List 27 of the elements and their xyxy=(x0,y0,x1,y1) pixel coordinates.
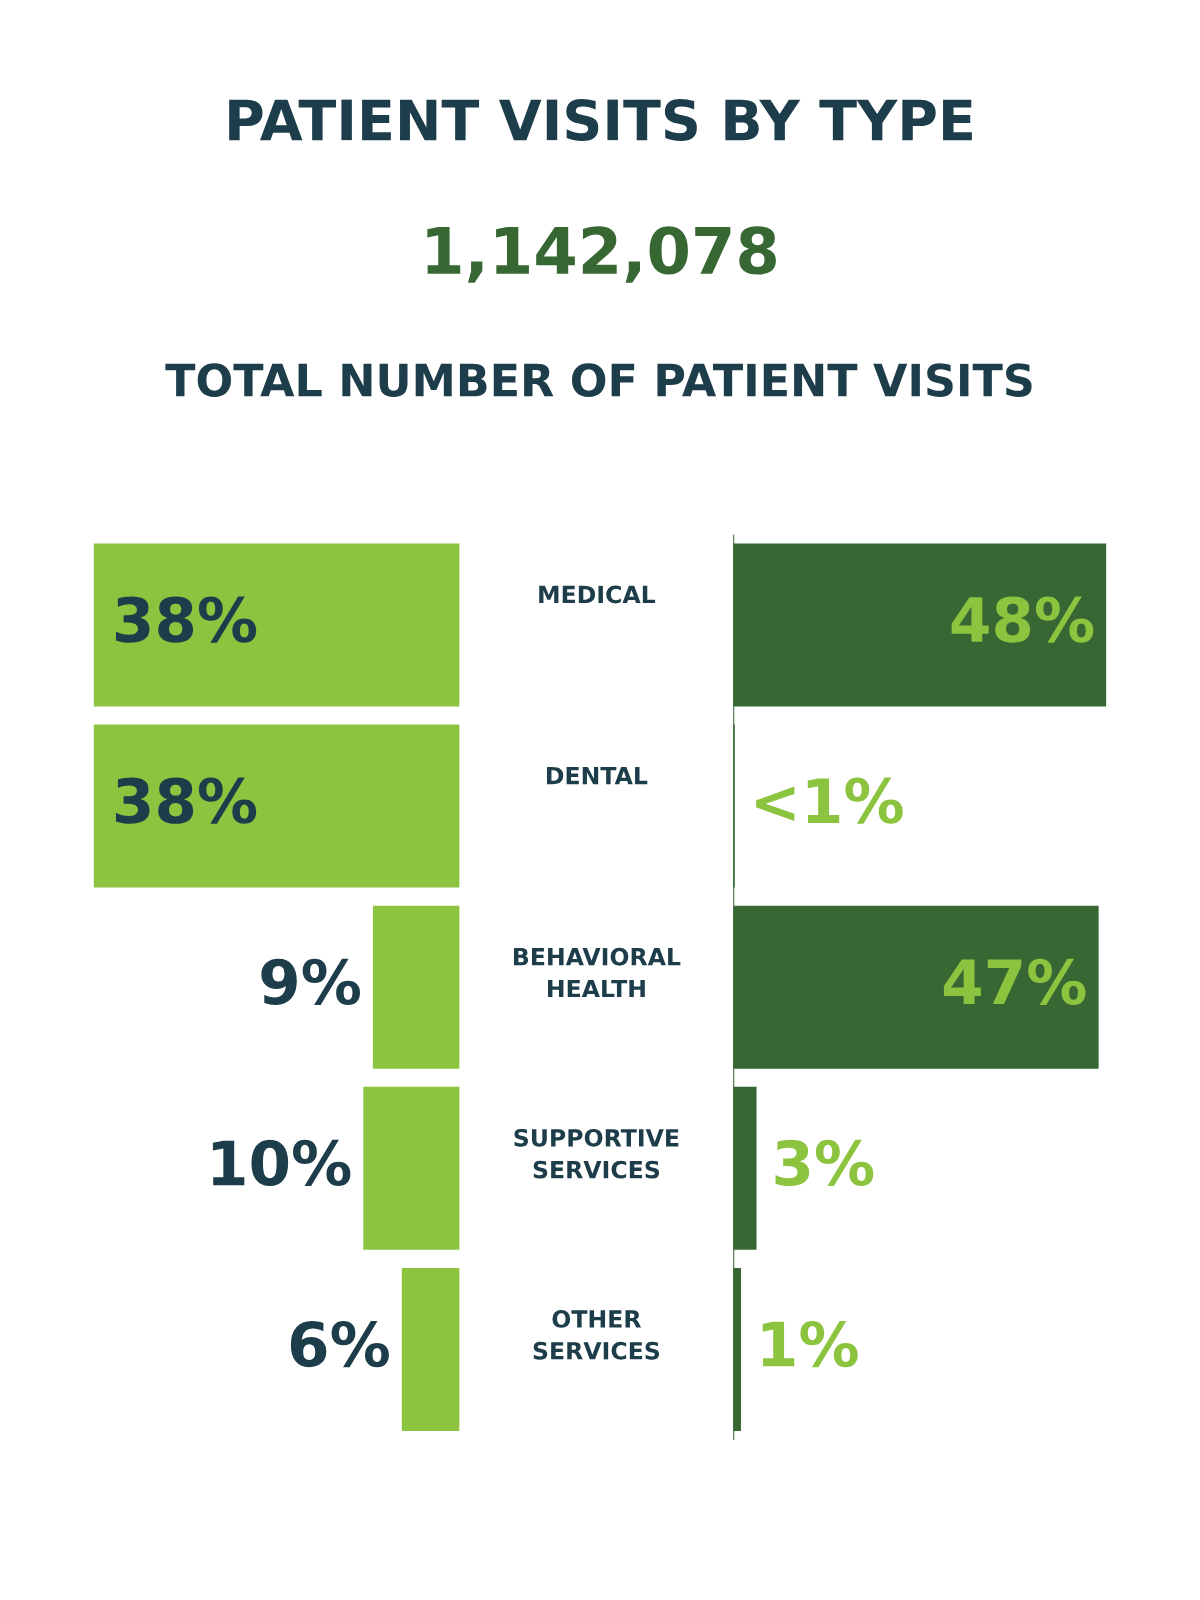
data-label: <1% xyxy=(756,777,903,824)
bar xyxy=(363,1086,460,1250)
data-label: 1% xyxy=(762,1320,858,1368)
y-tick-label: OTHER SERVICES xyxy=(533,1310,660,1360)
data-label: 38% xyxy=(115,596,257,643)
bar xyxy=(733,543,1107,707)
data-label: 3% xyxy=(775,1139,874,1187)
data-label: 10% xyxy=(212,1139,351,1187)
y-tick-label: BEHAVIORAL HEALTH xyxy=(513,947,681,998)
data-label: 47% xyxy=(943,958,1086,1005)
y-tick-label: SUPPORTIVE SERVICES xyxy=(514,1128,679,1179)
bar xyxy=(733,1267,741,1431)
bar xyxy=(93,724,460,888)
y-tick-label: MEDICAL xyxy=(539,585,656,604)
text: PATIENT VISITS BY TYPE xyxy=(229,98,972,141)
data-label: 9% xyxy=(261,958,360,1005)
y-tick-label: DENTAL xyxy=(547,766,648,785)
bar xyxy=(93,543,460,707)
data-label: 48% xyxy=(951,596,1094,643)
data-label: 38% xyxy=(115,777,257,824)
bar xyxy=(733,1086,757,1250)
bar xyxy=(401,1267,460,1431)
bar xyxy=(733,905,1099,1069)
text: 1,142,078 xyxy=(427,226,776,283)
bar xyxy=(372,905,460,1069)
text: TOTAL NUMBER OF PATIENT VISITS xyxy=(165,363,1032,397)
data-label: 6% xyxy=(290,1320,389,1368)
